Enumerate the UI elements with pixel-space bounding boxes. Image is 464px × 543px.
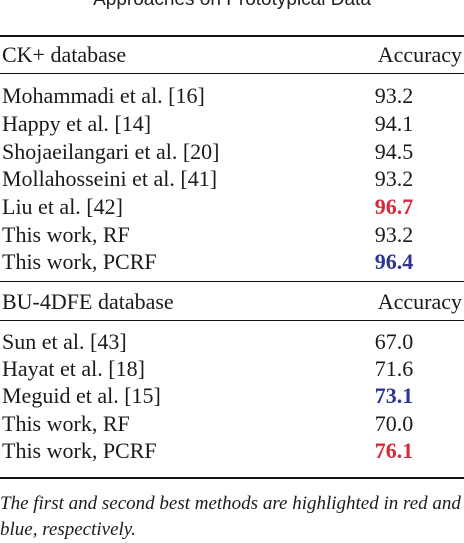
table-row: Sun et al. [43] 67.0 — [0, 328, 464, 355]
accuracy-cell-first-best: 76.1 — [374, 438, 414, 463]
accuracy-cell: 67.0 — [374, 329, 414, 354]
section-divider — [0, 281, 464, 282]
accuracy-cell: 93.2 — [374, 222, 414, 247]
header-rule — [0, 73, 464, 74]
accuracy-cell-first-best: 96.7 — [374, 194, 414, 219]
table-row: Shojaeilangari et al. [20] 94.5 — [0, 138, 464, 165]
database-name: CK+ database — [2, 42, 127, 67]
method-cell: This work, PCRF — [2, 438, 157, 463]
table-row: Mohammadi et al. [16] 93.2 — [0, 82, 464, 109]
table-row: This work, PCRF 76.1 — [0, 437, 464, 464]
accuracy-cell: 93.2 — [374, 166, 414, 191]
table-footnote: The first and second best methods are hi… — [0, 493, 461, 540]
method-cell: Happy et al. [14] — [2, 111, 152, 136]
method-cell: Sun et al. [43] — [2, 329, 127, 354]
accuracy-column-header: Accuracy — [377, 42, 462, 67]
top-rule — [0, 35, 464, 37]
table-row: Happy et al. [14] 94.1 — [0, 110, 464, 137]
method-cell: Mohammadi et al. [16] — [2, 83, 205, 108]
accuracy-cell: 94.1 — [374, 111, 414, 136]
table-row: Meguid et al. [15] 73.1 — [0, 382, 464, 409]
accuracy-cell: 93.2 — [374, 83, 414, 108]
table-caption: Approaches on Prototypical Data — [0, 0, 464, 11]
section-header-ck: CK+ database Accuracy — [0, 41, 464, 68]
table-row: Mollahosseini et al. [41] 93.2 — [0, 165, 464, 192]
method-cell: This work, RF — [2, 411, 130, 436]
section-header-bu4dfe: BU-4DFE database Accuracy — [0, 288, 464, 315]
accuracy-column-header: Accuracy — [377, 289, 462, 314]
method-cell: Liu et al. [42] — [2, 194, 123, 219]
table-row: Hayat et al. [18] 71.6 — [0, 355, 464, 382]
table-row: Liu et al. [42] 96.7 — [0, 193, 464, 220]
method-cell: This work, PCRF — [2, 249, 157, 274]
table-row: This work, RF 70.0 — [0, 410, 464, 437]
database-name: BU-4DFE database — [2, 289, 174, 314]
method-cell: Shojaeilangari et al. [20] — [2, 139, 220, 164]
method-cell: Mollahosseini et al. [41] — [2, 166, 218, 191]
method-cell: Hayat et al. [18] — [2, 356, 145, 381]
table-row: This work, PCRF 96.4 — [0, 248, 464, 275]
bottom-rule — [0, 477, 464, 479]
method-cell: This work, RF — [2, 222, 130, 247]
accuracy-cell: 94.5 — [374, 139, 414, 164]
accuracy-cell-second-best: 96.4 — [374, 249, 414, 274]
accuracy-cell: 70.0 — [374, 411, 414, 436]
table-row: This work, RF 93.2 — [0, 221, 464, 248]
accuracy-cell: 71.6 — [374, 356, 414, 381]
method-cell: Meguid et al. [15] — [2, 383, 161, 408]
header-rule — [0, 320, 464, 321]
accuracy-cell-second-best: 73.1 — [374, 383, 414, 408]
